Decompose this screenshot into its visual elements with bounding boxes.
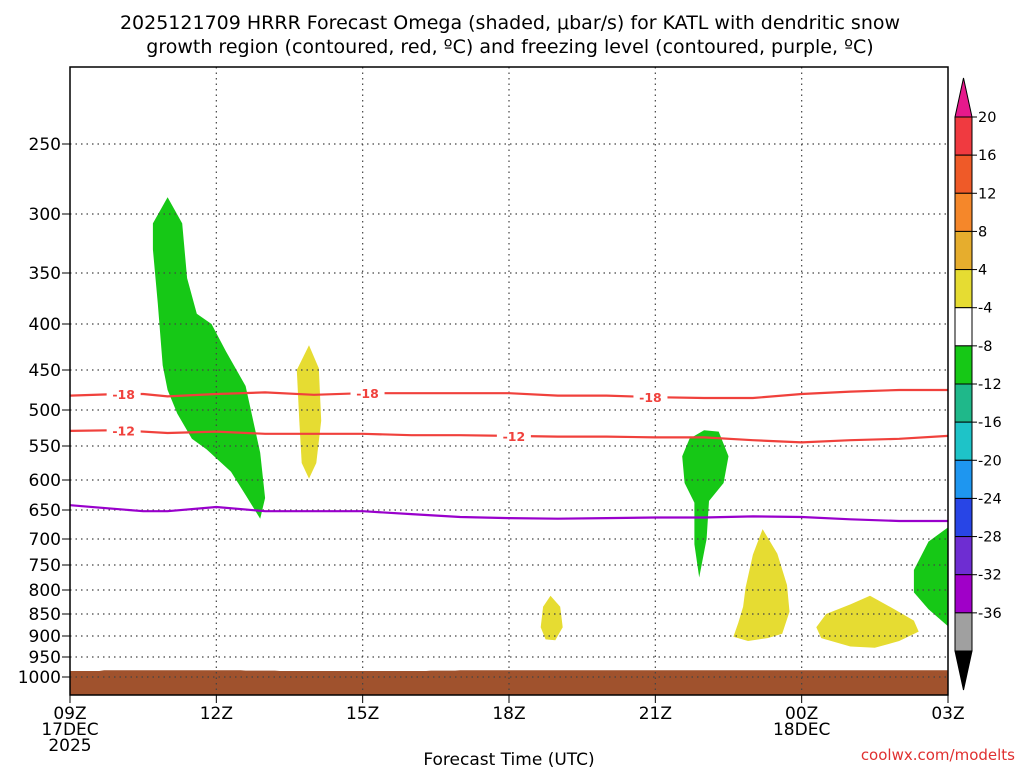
omega-region-4: [540, 595, 563, 641]
colorbar-swatch: [954, 230, 973, 271]
colorbar-swatch: [954, 459, 973, 499]
y-tick-label: 250: [29, 135, 61, 155]
omega-region-6: [816, 595, 919, 648]
y-tick-label: 400: [29, 315, 61, 335]
colorbar-label: 20: [978, 110, 996, 126]
y-tick-label: 500: [29, 401, 61, 421]
contour-label: -18: [356, 386, 379, 401]
colorbar-swatch: [954, 421, 973, 461]
y-tick-label: 450: [29, 361, 61, 381]
x-tick-label: 18Z: [492, 704, 525, 724]
y-tick-label: 300: [29, 205, 61, 225]
colorbar-label: -28: [978, 530, 1002, 546]
colorbar-top-arrow: [954, 77, 973, 118]
colorbar-swatch: [954, 574, 973, 614]
colorbar-label: 12: [978, 186, 996, 202]
colorbar-swatch: [954, 383, 973, 423]
colorbar-swatch: [954, 536, 973, 576]
y-tick-label: 950: [29, 648, 61, 668]
colorbar-swatch: [954, 497, 973, 538]
contour-line-0: [69, 388, 948, 400]
omega-region-3: [296, 345, 322, 479]
omega-region-2: [913, 527, 948, 627]
colorbar-bottom-arrow: [954, 650, 973, 691]
colorbar-label: -16: [978, 415, 1002, 431]
x-tick-label: 03Z: [931, 704, 964, 724]
y-tick-label: 1000: [18, 668, 61, 688]
y-tick-label: 600: [29, 471, 61, 491]
colorbar-label: -36: [978, 606, 1002, 622]
x-tick-label: 15Z: [346, 704, 379, 724]
x-tick-label: 21Z: [639, 704, 672, 724]
x-tick-label: 2025: [48, 736, 91, 756]
contour-label-bg: [496, 427, 531, 443]
colorbar-label: 4: [978, 263, 987, 279]
colorbar-label: 16: [978, 148, 996, 164]
y-tick-label: 850: [29, 605, 61, 625]
contour-label-bg: [350, 385, 385, 401]
colorbar-label: -20: [978, 453, 1002, 469]
plot-frame: [69, 66, 949, 696]
omega-region-5: [733, 529, 790, 641]
omega-region-0: [152, 197, 266, 519]
ground-surface: [70, 670, 948, 695]
y-tick-label: 650: [29, 501, 61, 521]
colorbar-swatch: [954, 269, 973, 309]
contour-label: -18: [639, 390, 662, 405]
colorbar-label: -8: [978, 339, 992, 355]
colorbar-label: -32: [978, 568, 1002, 584]
omega-region-1: [682, 430, 729, 578]
y-tick-label: 700: [29, 530, 61, 550]
x-tick-label: 18DEC: [773, 720, 830, 740]
colorbar-label: 8: [978, 224, 987, 240]
x-tick-label: 09Z: [53, 704, 86, 724]
x-tick-label: 12Z: [200, 704, 233, 724]
colorbar-swatch: [954, 192, 973, 232]
y-tick-label: 800: [29, 581, 61, 601]
y-tick-label: 750: [29, 556, 61, 576]
contour-label: -12: [503, 429, 526, 444]
colorbar-swatch: [954, 345, 973, 385]
chart-title-line-1: 2025121709 HRRR Forecast Omega (shaded, …: [120, 12, 900, 34]
colorbar-swatch: [954, 612, 973, 652]
x-tick-label: 00Z: [785, 704, 818, 724]
contour-label: -12: [112, 423, 135, 438]
colorbar-swatch: [954, 116, 973, 156]
x-tick-label: 17DEC: [41, 720, 98, 740]
source-credit: coolwx.com/modelts: [861, 746, 1015, 764]
colorbar-swatch: [954, 307, 973, 347]
y-tick-label: 350: [29, 264, 61, 284]
y-tick-label: 550: [29, 437, 61, 457]
contour-label-bg: [633, 389, 668, 405]
colorbar-swatch: [954, 154, 973, 194]
chart-title-line-2: growth region (contoured, red, ºC) and f…: [146, 36, 873, 58]
colorbar-label: -12: [978, 377, 1002, 393]
x-axis-label: Forecast Time (UTC): [423, 750, 594, 768]
contour-label-bg: [106, 386, 141, 401]
contour-label: -18: [112, 387, 135, 402]
contour-label-bg: [106, 422, 141, 438]
contour-line-2: [69, 504, 948, 523]
y-tick-label: 900: [29, 627, 61, 647]
colorbar-label: -24: [978, 491, 1002, 507]
colorbar-label: -4: [978, 301, 992, 317]
